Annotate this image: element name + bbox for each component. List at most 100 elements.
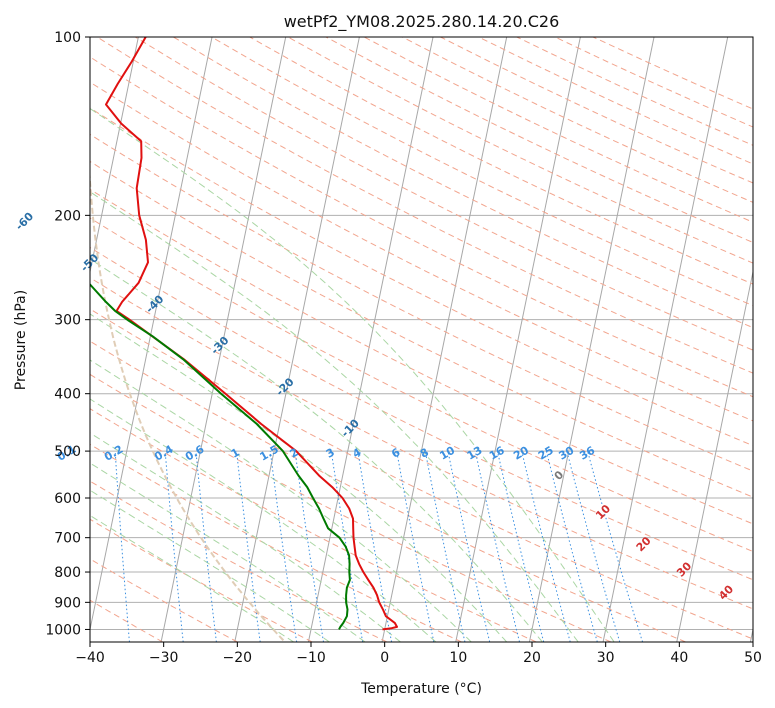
y-tick-label: 500 (54, 444, 81, 460)
isotherm-line (160, 37, 287, 642)
dewpoint-line (90, 282, 351, 630)
mixing-ratio-line (545, 450, 598, 642)
dry-adiabat (287, 37, 753, 264)
dry-adiabats (90, 37, 753, 642)
mixing-ratio-label: 0.6 (183, 442, 207, 463)
mixing-ratio-line (474, 450, 520, 642)
mixing-ratio-line (195, 451, 217, 642)
mixing-ratio-line (424, 451, 466, 642)
dry-adiabat (90, 443, 462, 642)
dry-adiabat (90, 480, 388, 642)
y-tick-label: 800 (54, 565, 81, 581)
y-tick-label: 300 (54, 313, 81, 329)
isotherm-line (307, 37, 434, 642)
mixing-ratio-label: 3 (324, 446, 337, 461)
mixing-ratio-line (236, 451, 261, 642)
x-tick-label: 10 (449, 650, 467, 666)
dry-adiabat (325, 37, 753, 243)
dry-adiabat (90, 217, 753, 553)
y-tick-label: 400 (54, 387, 81, 403)
x-tick-label: −20 (223, 650, 253, 666)
moist-adiabat (90, 107, 615, 642)
y-tick-label: 100 (54, 30, 81, 46)
x-axis-ticks: −40 −30 −20 −10 0 10 20 30 40 50 (75, 642, 762, 666)
mixing-ratio-label: 36 (577, 444, 597, 463)
mixing-ratio-line (447, 451, 491, 642)
isotherm-label: -30 (208, 334, 231, 357)
lcl-curve (90, 166, 286, 642)
moist-adiabats (90, 107, 615, 642)
dry-adiabat (90, 188, 753, 525)
moist-adiabat (90, 313, 508, 642)
plot-frame (89, 36, 754, 643)
mixing-ratio-label: 1 (229, 446, 242, 461)
y-tick-label: 900 (54, 595, 81, 611)
isotherm-line (602, 37, 729, 642)
mixing-ratio-label: 6 (389, 445, 402, 460)
dry-adiabat (90, 340, 686, 642)
moist-adiabat (90, 398, 437, 642)
wet-bulb-label: 20 (634, 534, 654, 554)
wet-bulb-label: 40 (716, 582, 736, 602)
mixing-ratio-label: 0.4 (152, 442, 176, 463)
isotherm-line (749, 626, 753, 642)
isotherm-line (528, 37, 655, 642)
moist-adiabat (90, 191, 579, 642)
mixing-ratio-label: 20 (511, 444, 531, 463)
dry-adiabat (402, 37, 753, 203)
x-tick-label: 40 (670, 650, 688, 666)
dry-adiabat (478, 37, 753, 165)
temperature-line (105, 37, 398, 631)
moist-adiabat (90, 359, 472, 642)
dry-adiabat (134, 37, 753, 351)
x-tick-label: −30 (149, 650, 179, 666)
y-tick-label: 200 (54, 208, 81, 224)
chart-title: wetPf2_YM08.2025.280.14.20.C26 (284, 12, 560, 32)
dry-adiabat (90, 107, 753, 447)
dry-adiabat (90, 408, 537, 642)
x-tick-label: 30 (597, 650, 615, 666)
dry-adiabat (90, 56, 753, 398)
mixing-ratio-line (587, 450, 644, 642)
x-axis-label: Temperature (°C) (360, 681, 482, 697)
mixing-ratio-line (521, 450, 571, 642)
dry-adiabat (90, 160, 753, 498)
mixing-ratio-line (396, 451, 435, 642)
mixing-ratio-label: 4 (350, 445, 363, 460)
moist-adiabat (90, 462, 366, 642)
mixing-ratio-line (114, 451, 130, 642)
dry-adiabat (363, 37, 753, 223)
dry-adiabat (173, 37, 753, 329)
isotherm-line (0, 37, 65, 642)
isotherm-line (234, 37, 360, 642)
mixing-ratio-label: 0.2 (102, 443, 125, 464)
x-tick-label: −10 (296, 650, 326, 666)
isotherm-label: -20 (273, 375, 296, 398)
mixing-ratio-label: 25 (536, 444, 556, 463)
mixing-ratio-line (164, 451, 184, 642)
dry-adiabat (90, 133, 753, 472)
isotherm-line (455, 37, 581, 642)
mixing-ratio-line (357, 451, 393, 642)
x-tick-label: −40 (75, 650, 105, 666)
y-axis-ticks: 100 200 300 400 500 600 700 800 900 1000 (45, 30, 90, 638)
isotherm-line (676, 269, 753, 642)
y-tick-label: 700 (54, 531, 81, 547)
dry-adiabat (90, 518, 313, 642)
x-tick-label: 20 (523, 650, 541, 666)
mixing-ratio-line (294, 451, 324, 642)
isobar-grid (90, 37, 753, 630)
mixing-ratio-line (269, 451, 298, 642)
y-tick-label: 600 (54, 491, 81, 507)
skewed-isotherm-grid (0, 37, 753, 642)
isotherm-line (90, 37, 213, 632)
dry-adiabat (90, 308, 753, 640)
mixing-ratio-line (566, 450, 621, 642)
dry-adiabat (90, 81, 753, 422)
x-tick-label: 0 (380, 650, 389, 666)
plot-area (0, 37, 753, 642)
dry-adiabat (90, 373, 612, 642)
dry-adiabat (90, 246, 753, 581)
isotherm-label: -60 (13, 210, 36, 233)
